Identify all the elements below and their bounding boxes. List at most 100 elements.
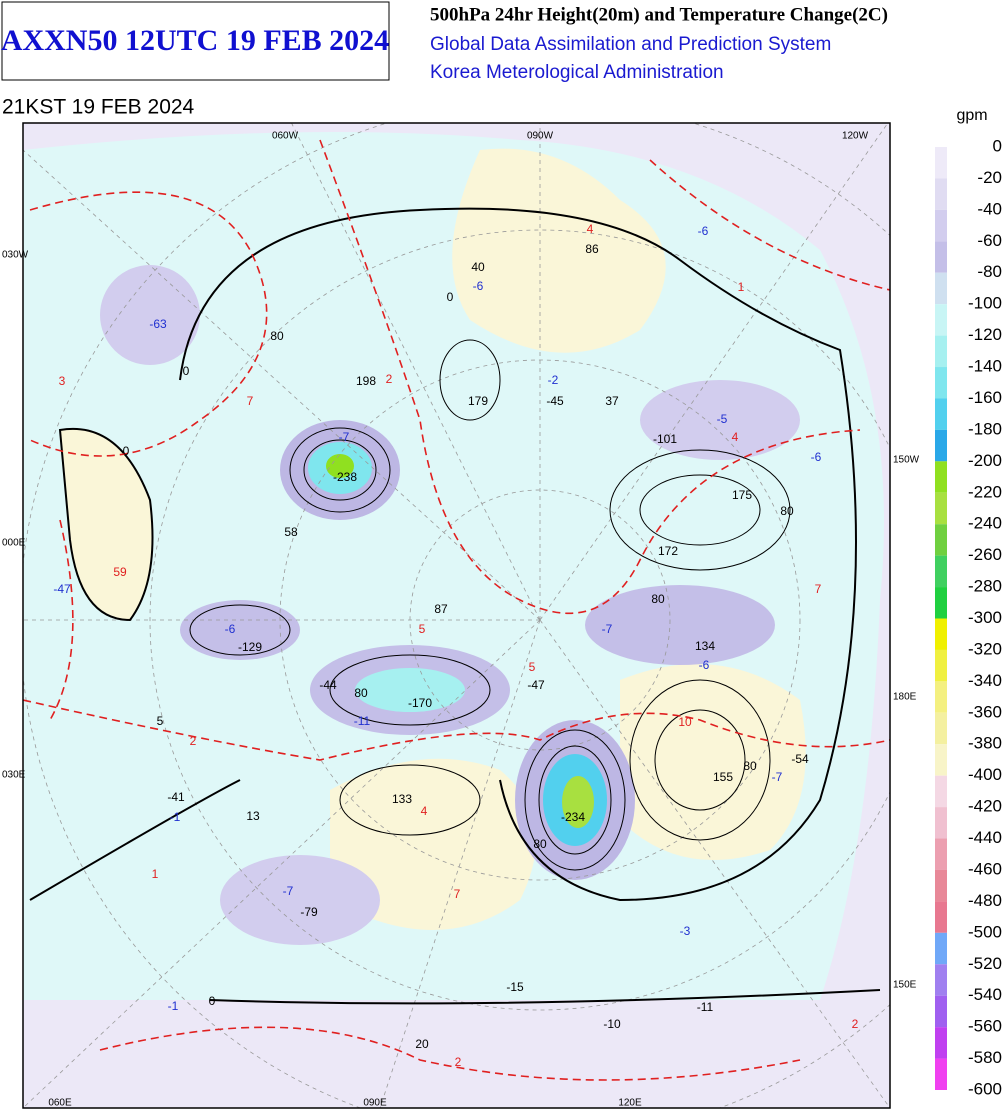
anomaly [326,454,354,478]
warming-label: 5 [419,622,426,636]
cooling-label: -2 [548,373,559,387]
cooling-label: -6 [811,450,822,464]
height-label: 5 [157,714,164,728]
height-label: 40 [471,260,485,274]
colorbar-label: -420 [968,797,1002,816]
colorbar-box [935,712,947,745]
colorbar-label: -540 [968,985,1002,1004]
cooling-label: -7 [339,430,350,444]
lon-label: 000E [2,538,26,549]
cooling-label: -5 [717,412,728,426]
colorbar-label: -80 [977,262,1002,281]
warming-label: 2 [386,372,393,386]
height-label: -79 [300,905,318,919]
colorbar-label: -380 [968,734,1002,753]
anomaly [640,380,800,460]
cooling-label: -1 [168,999,179,1013]
colorbar-box [935,1058,947,1090]
warming-label: 7 [815,582,822,596]
cooling-label: -3 [680,924,691,938]
colorbar-label: -280 [968,577,1002,596]
height-label: -54 [791,752,809,766]
height-label: -170 [408,696,432,710]
contour-label: 0 [209,994,216,1008]
warming-label: 1 [152,867,159,881]
colorbar-label: -100 [968,294,1002,313]
warming-label: 2 [190,734,197,748]
height-label: 155 [713,770,733,784]
colorbar-label: -440 [968,828,1002,847]
subtitle: Global Data Assimilation and Prediction … [430,34,831,55]
colorbar-box [935,587,947,619]
height-label: 37 [605,394,619,408]
colorbar-box [935,932,947,965]
colorbar-box [935,429,947,462]
height-label: -47 [527,678,545,692]
colorbar-label: -500 [968,922,1002,941]
cooling-label: -1 [170,810,181,824]
title-box [1,1,390,81]
height-label: -44 [319,678,337,692]
colorbar-label: -460 [968,859,1002,878]
land [452,148,666,353]
map [23,123,890,1108]
cooling-label: -6 [699,658,710,672]
lon-label: 150W [893,455,920,466]
lon-label: 120E [618,1098,642,1109]
colorbar-label: -140 [968,357,1002,376]
height-label: -15 [506,980,524,994]
contour-label: 80 [533,837,547,851]
colorbar-label: -480 [968,891,1002,910]
colorbar-box [935,524,947,556]
cooling-label: -7 [772,770,783,784]
land [330,758,536,930]
contour-label: 80 [743,759,757,773]
height-label: 13 [246,809,260,823]
colorbar-label: -320 [968,639,1002,658]
colorbar-label: -300 [968,608,1002,627]
valid-time: 21KST 19 FEB 2024 [2,96,195,119]
cooling-label: -7 [602,622,613,636]
colorbar-label: -200 [968,451,1002,470]
height-label: -45 [546,394,564,408]
colorbar-box [935,555,947,588]
contour-label: 0 [447,290,454,304]
lon-label: 090E [363,1098,387,1109]
colorbar-box [935,398,947,430]
temperature-contours [23,139,890,1081]
warming-label: 5 [529,660,536,674]
colorbar-box [935,775,947,808]
lon-label: 150E [893,980,917,991]
contour-label: 80 [651,592,665,606]
height-label: 172 [658,544,678,558]
cooling-label: -7 [283,884,294,898]
contour-label: 80 [270,329,284,343]
height-label: -234 [561,810,585,824]
height-label: -41 [167,790,185,804]
unit: gpm [956,107,987,124]
height-label: -10 [603,1017,621,1031]
contour-label: 0 [183,364,190,378]
colorbar-label: -560 [968,1017,1002,1036]
colorbar-label: -120 [968,325,1002,344]
colorbar-label: -400 [968,765,1002,784]
cooling-label: -6 [473,279,484,293]
warming-label: 4 [587,222,594,236]
map-frame [22,122,891,1109]
colorbar-label: -360 [968,702,1002,721]
warming-label: 7 [247,394,254,408]
land [620,664,806,860]
colorbar-label: -40 [977,199,1002,218]
colorbar-box [935,869,947,902]
warming-label: 3 [59,374,66,388]
contour-label: 80 [354,686,368,700]
lon-label: 120W [842,131,869,142]
colorbar-box [935,241,947,273]
lon-label: 060W [272,131,299,142]
cooling-label: -63 [149,317,167,331]
cooling-label: -6 [698,224,709,238]
colorbar-label: -600 [968,1079,1002,1098]
colorbar-label: -260 [968,545,1002,564]
colorbar-box [935,209,947,242]
